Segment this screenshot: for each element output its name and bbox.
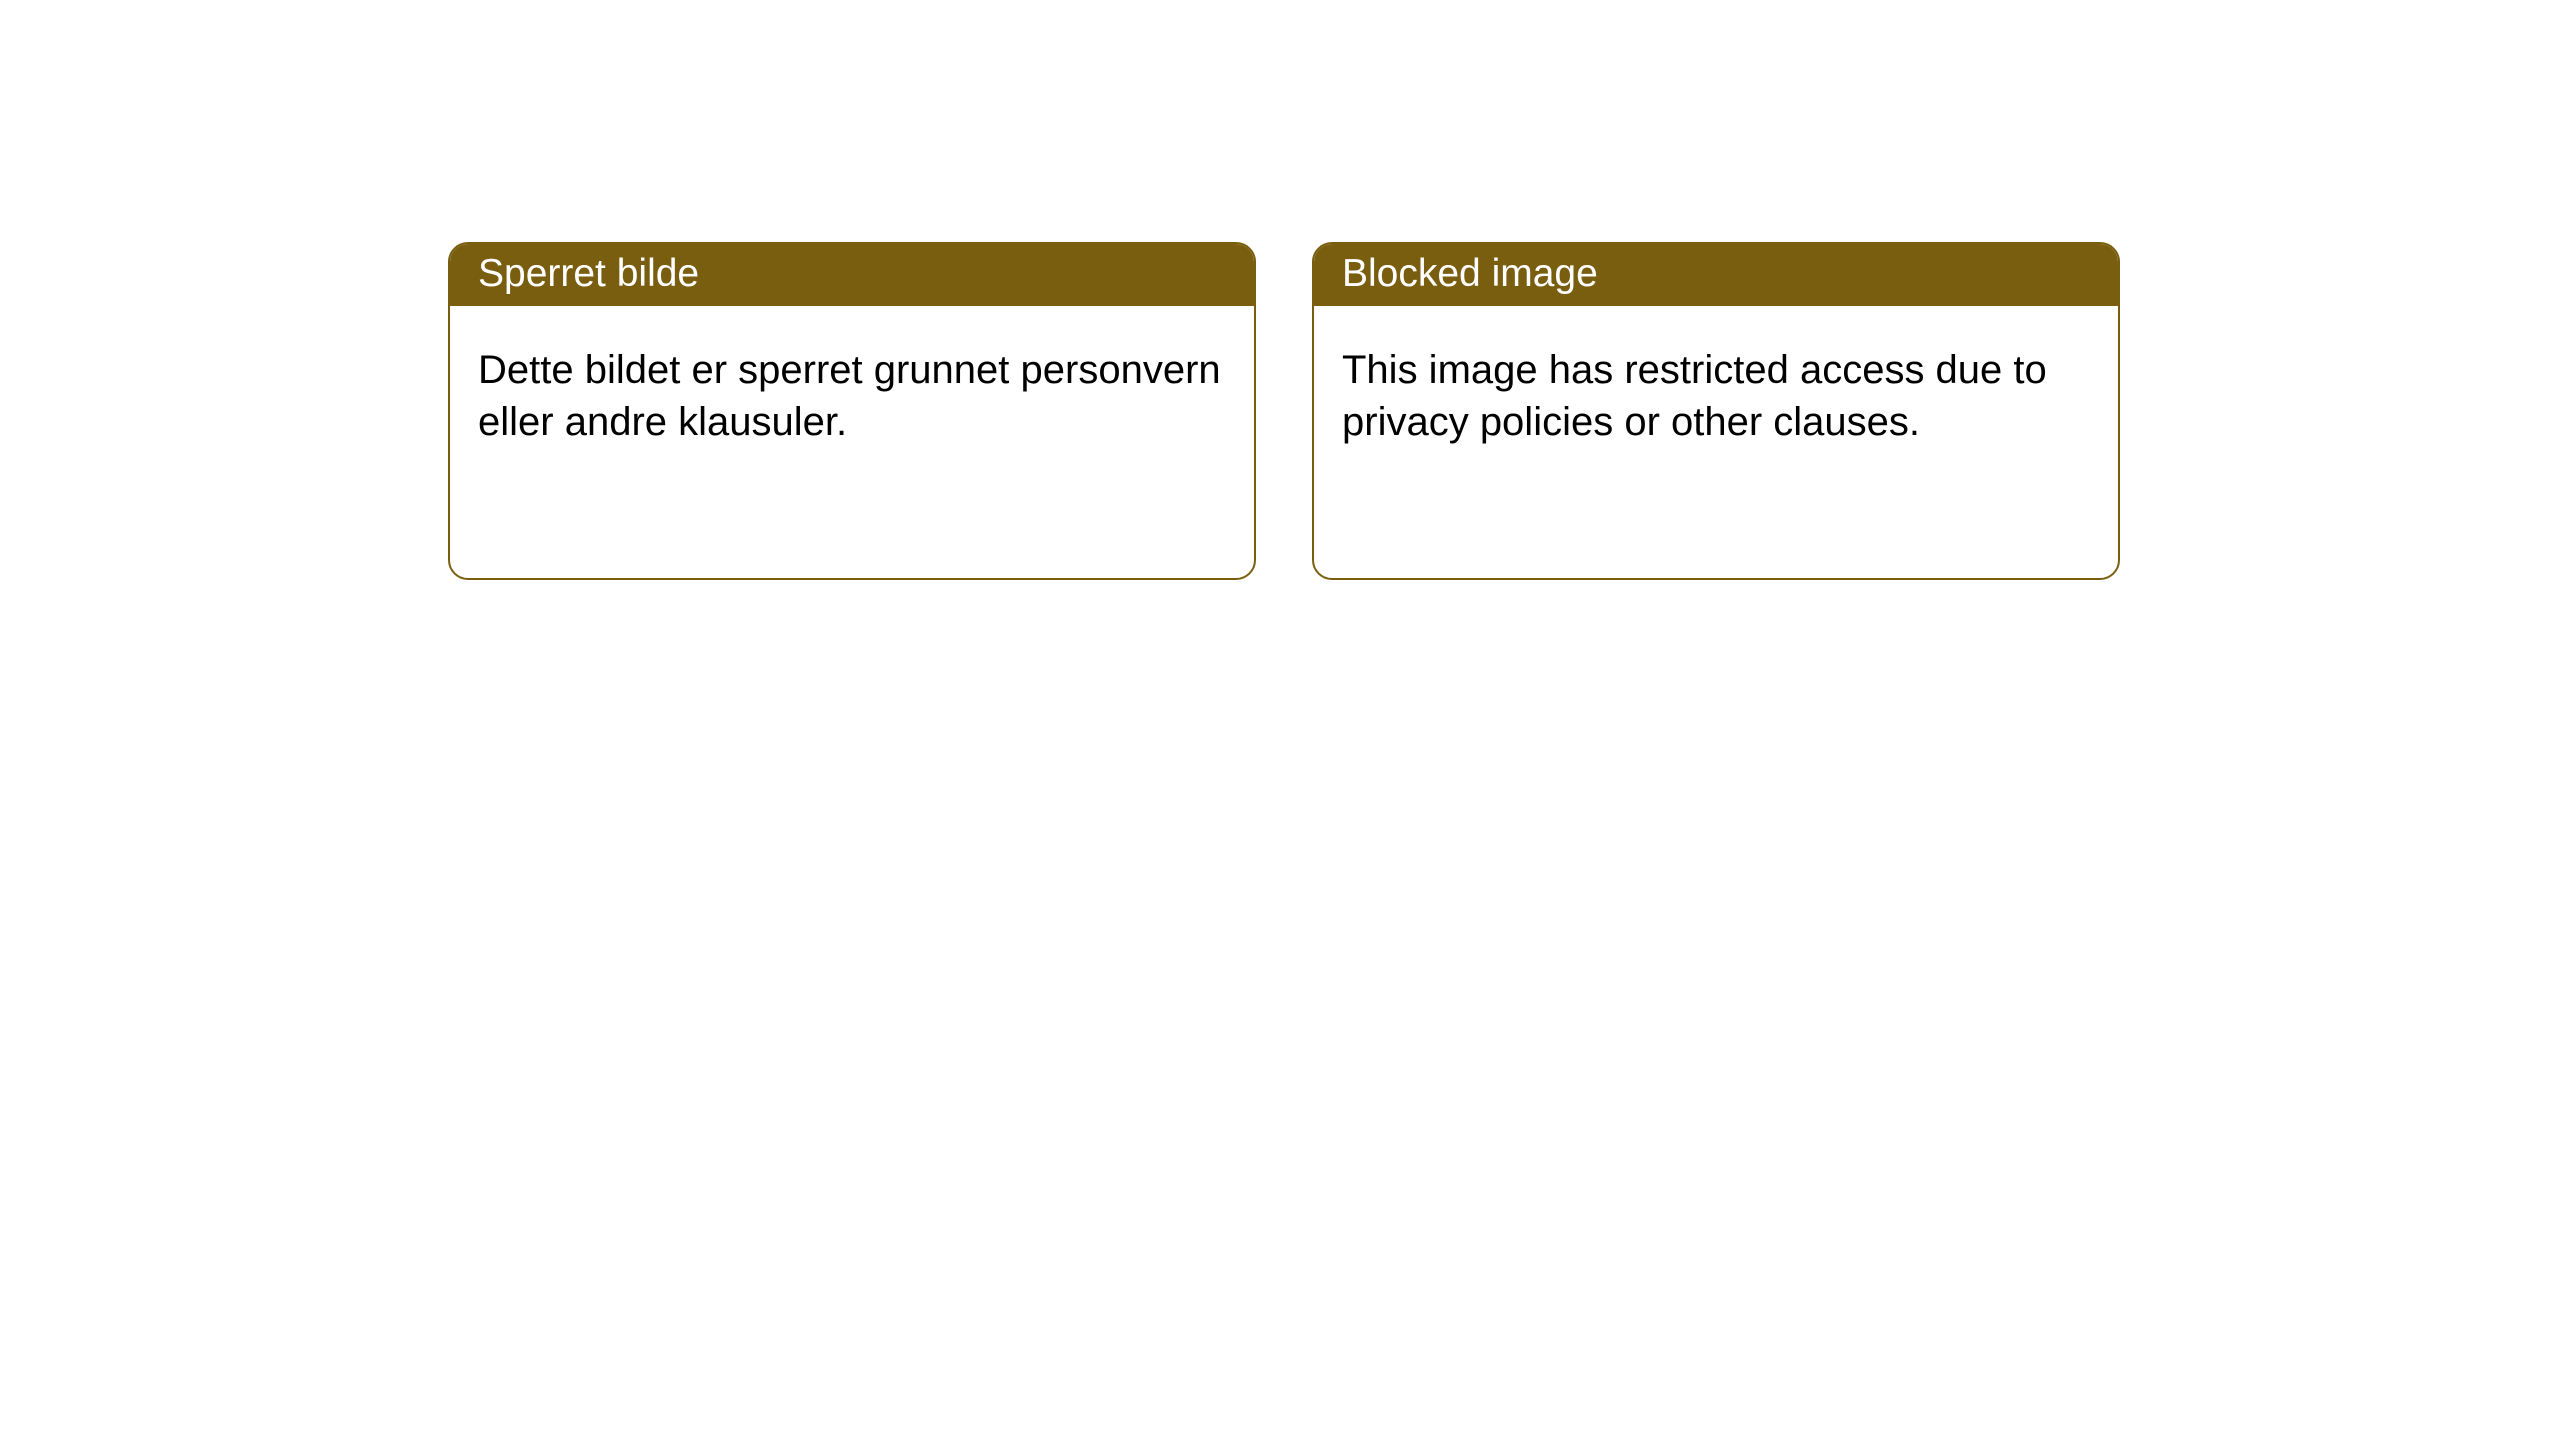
card-body-text-no: Dette bildet er sperret grunnet personve… — [478, 344, 1226, 448]
card-header-text-no: Sperret bilde — [478, 252, 699, 295]
card-body-en: This image has restricted access due to … — [1314, 306, 2118, 486]
card-header-en: Blocked image — [1314, 244, 2118, 306]
card-body-text-en: This image has restricted access due to … — [1342, 344, 2090, 448]
blocked-image-card-no: Sperret bilde Dette bildet er sperret gr… — [448, 242, 1256, 580]
card-container: Sperret bilde Dette bildet er sperret gr… — [0, 0, 2560, 580]
card-body-no: Dette bildet er sperret grunnet personve… — [450, 306, 1254, 486]
blocked-image-card-en: Blocked image This image has restricted … — [1312, 242, 2120, 580]
card-header-no: Sperret bilde — [450, 244, 1254, 306]
card-header-text-en: Blocked image — [1342, 252, 1598, 295]
